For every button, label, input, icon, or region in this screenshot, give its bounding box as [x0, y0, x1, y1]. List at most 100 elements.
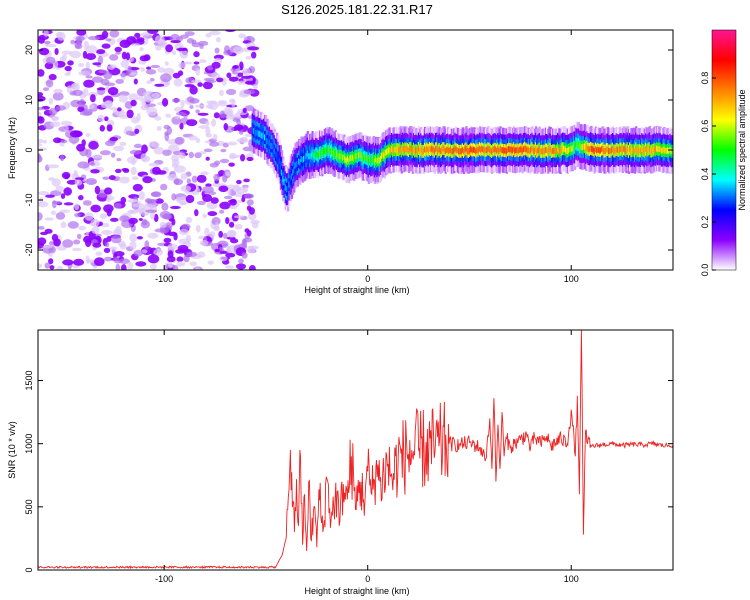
noise-blob	[223, 123, 229, 131]
colorbar-tick-label: 0.4	[700, 168, 710, 181]
ridge-cell	[361, 155, 364, 162]
noise-blob	[79, 110, 92, 116]
ridge-cell	[447, 146, 450, 153]
snr-x-label: Height of straight line (km)	[304, 586, 409, 596]
ridge-cell	[555, 148, 558, 154]
ridge-cell	[499, 145, 502, 152]
noise-blob	[48, 73, 57, 81]
noise-blob	[240, 154, 246, 162]
noise-blob	[103, 256, 113, 262]
ridge-cell	[410, 145, 413, 152]
noise-blob	[237, 80, 247, 85]
noise-blob	[197, 82, 203, 87]
ridge-cell	[262, 131, 265, 138]
noise-blob	[108, 107, 118, 111]
noise-blob	[178, 62, 187, 69]
ridge-cell	[310, 152, 313, 159]
noise-blob	[234, 124, 244, 131]
noise-blob	[91, 76, 104, 83]
noise-blob	[154, 35, 165, 45]
noise-blob	[131, 43, 141, 47]
noise-blob	[223, 195, 233, 200]
noise-blob	[102, 176, 110, 180]
ridge-cell	[392, 147, 395, 154]
ridge-cell	[643, 148, 646, 155]
ridge-cell	[455, 146, 458, 153]
ridge-cell	[565, 147, 568, 154]
noise-blob	[179, 34, 189, 39]
ridge-cell	[450, 148, 453, 155]
noise-blob	[109, 54, 119, 61]
noise-blob	[211, 72, 221, 80]
noise-blob	[61, 171, 71, 179]
ridge-cell	[470, 146, 473, 153]
noise-blob	[184, 31, 195, 36]
ridge-cell	[443, 145, 446, 152]
ridge-cell	[316, 151, 319, 158]
y-tick-label: 0	[24, 567, 34, 572]
noise-blob	[85, 61, 91, 70]
ridge-cell	[516, 146, 519, 153]
noise-blob	[202, 81, 213, 90]
noise-blob	[144, 240, 150, 250]
ridge-cell	[345, 157, 348, 164]
ridge-cell	[382, 151, 385, 158]
ridge-cell	[329, 148, 333, 155]
noise-blob	[151, 93, 160, 99]
ridge-cell	[585, 145, 588, 152]
ridge-cell	[504, 147, 507, 154]
ridge-cell	[644, 146, 648, 153]
ridge-cell	[530, 146, 533, 153]
ridge-cell	[267, 140, 270, 147]
noise-blob	[109, 30, 120, 38]
noise-blob	[207, 80, 217, 83]
ridge-cell	[474, 147, 477, 154]
ridge-cell	[334, 149, 337, 156]
noise-blob	[108, 175, 116, 181]
noise-blob	[76, 233, 82, 240]
ridge-cell	[475, 148, 478, 155]
ridge-cell	[431, 145, 434, 152]
noise-blob	[103, 204, 114, 213]
ridge-cell	[261, 133, 264, 139]
noise-blob	[110, 152, 116, 158]
noise-blob	[38, 143, 43, 147]
noise-blob	[62, 259, 74, 266]
noise-blob	[48, 97, 53, 105]
noise-blob	[162, 149, 172, 156]
ridge-cell	[364, 154, 367, 161]
ridge-cell	[320, 149, 323, 156]
ridge-cell	[347, 155, 350, 162]
noise-blob	[213, 112, 220, 119]
noise-blob	[214, 248, 220, 253]
ridge-cell	[602, 145, 605, 152]
ridge-cell	[318, 150, 322, 157]
noise-blob	[155, 198, 164, 204]
ridge-cell	[368, 155, 372, 162]
noise-blob	[119, 215, 130, 223]
noise-blob	[140, 105, 149, 111]
noise-blob	[171, 50, 177, 55]
ridge-cell	[453, 147, 456, 154]
ridge-cell	[323, 148, 326, 155]
ridge-cell	[574, 144, 577, 151]
y-tick-label: 10	[24, 95, 34, 105]
noise-blob	[60, 154, 65, 162]
noise-blob	[118, 258, 130, 265]
ridge-cell	[442, 145, 445, 152]
ridge-cell	[331, 147, 334, 154]
ridge-cell	[563, 145, 566, 152]
noise-blob	[77, 106, 85, 113]
ridge-cell	[425, 147, 428, 154]
ridge-cell	[543, 148, 546, 155]
noise-blob	[157, 67, 166, 73]
noise-blob	[121, 51, 127, 60]
noise-blob	[252, 84, 258, 89]
noise-blob	[115, 79, 124, 84]
noise-blob	[228, 76, 239, 82]
ridge-cell	[400, 148, 403, 154]
ridge-cell	[547, 148, 550, 155]
noise-blob	[127, 65, 132, 75]
ridge-cell	[340, 153, 343, 160]
noise-blob	[94, 257, 105, 266]
